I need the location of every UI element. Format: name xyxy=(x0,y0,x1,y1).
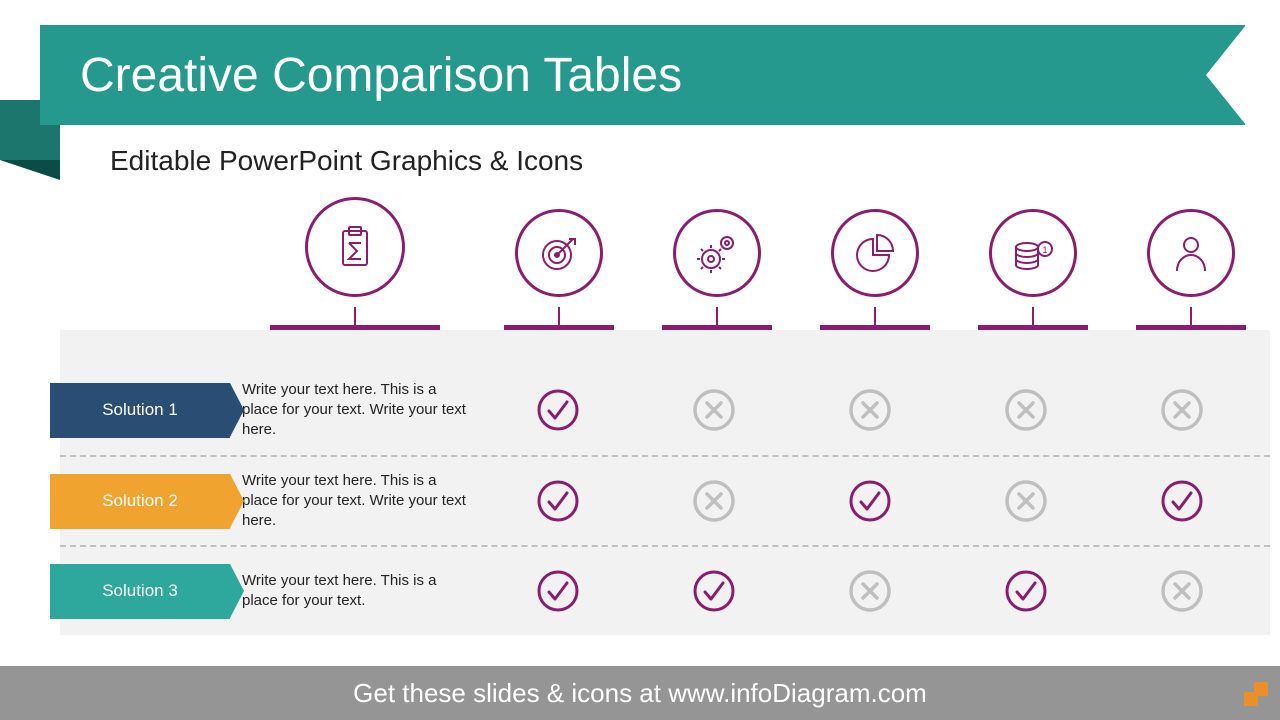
check-icon xyxy=(948,569,1104,613)
row-description: Write your text here. This is a place fo… xyxy=(230,471,480,532)
check-icon xyxy=(480,569,636,613)
cross-icon xyxy=(792,569,948,613)
check-icon xyxy=(636,569,792,613)
person-icon xyxy=(1147,209,1235,297)
gears-icon xyxy=(673,209,761,297)
cross-icon xyxy=(636,479,792,523)
cross-icon xyxy=(948,479,1104,523)
coins-icon: 1 xyxy=(989,209,1077,297)
page-subtitle: Editable PowerPoint Graphics & Icons xyxy=(110,145,583,177)
table-row: Solution 2 Write your text here. This is… xyxy=(60,455,1270,545)
clipboard-sum-icon xyxy=(305,197,405,297)
check-icon xyxy=(480,479,636,523)
row-description: Write your text here. This is a place fo… xyxy=(230,380,480,441)
check-icon xyxy=(1104,479,1260,523)
page-title: Creative Comparison Tables xyxy=(80,48,682,103)
footer-corner-icon xyxy=(1240,682,1268,710)
cross-icon xyxy=(792,388,948,432)
svg-text:1: 1 xyxy=(1042,245,1047,255)
ribbon-notch xyxy=(1206,25,1246,125)
row-description: Write your text here. This is a place fo… xyxy=(230,571,480,612)
footer-bar: Get these slides & icons at www.infoDiag… xyxy=(0,666,1280,720)
cross-icon xyxy=(1104,569,1260,613)
row-label-solution-3: Solution 3 xyxy=(50,564,230,619)
footer-text: Get these slides & icons at www.infoDiag… xyxy=(353,678,927,709)
pie-chart-icon xyxy=(831,209,919,297)
table-row: Solution 3 Write your text here. This is… xyxy=(60,545,1270,635)
cross-icon xyxy=(636,388,792,432)
target-icon xyxy=(515,209,603,297)
cross-icon xyxy=(1104,388,1260,432)
table-row: Solution 1 Write your text here. This is… xyxy=(60,365,1270,455)
comparison-table: Solution 1 Write your text here. This is… xyxy=(60,330,1270,635)
check-icon xyxy=(792,479,948,523)
row-label-solution-2: Solution 2 xyxy=(50,474,230,529)
cross-icon xyxy=(948,388,1104,432)
row-label-solution-1: Solution 1 xyxy=(50,383,230,438)
title-ribbon: Creative Comparison Tables xyxy=(40,25,1245,125)
check-icon xyxy=(480,388,636,432)
